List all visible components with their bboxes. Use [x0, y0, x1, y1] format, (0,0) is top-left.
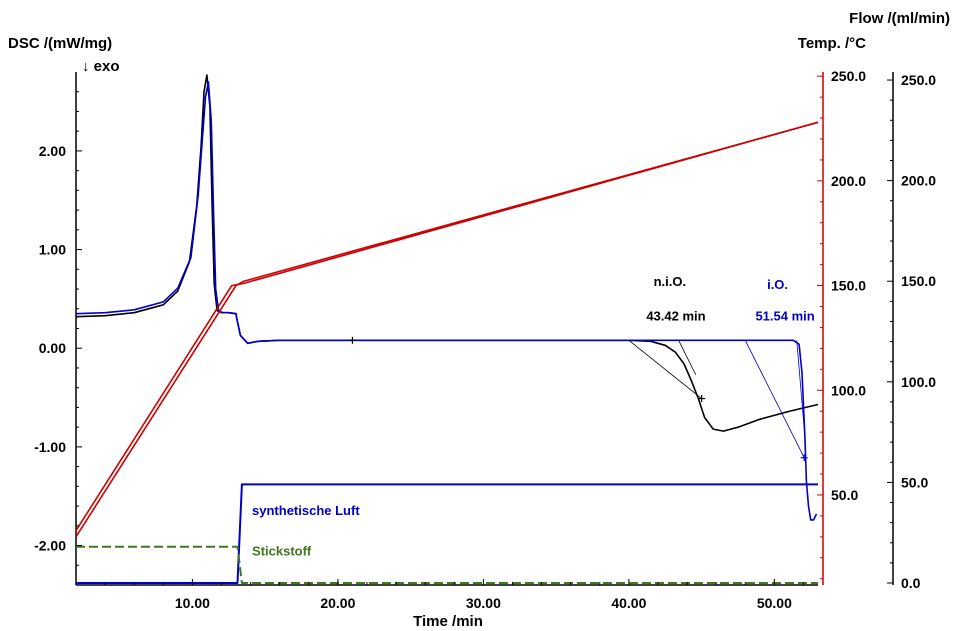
tick-layer: 10.00 20.00 30.00 40.00 50.00 2.00 1.00 0.00 -1.…: [34, 68, 936, 611]
temp-tick-label: 200.0: [831, 173, 866, 189]
series-temp-3: [75, 121, 819, 532]
x-tick-label: 40.00: [611, 595, 646, 611]
temp-axis-label: Temp. /°C: [798, 35, 866, 52]
dsc-tick-label: -2.00: [34, 538, 66, 554]
flow-axis-label: Flow /(ml/min): [849, 10, 950, 27]
stickstoff-label: Stickstoff: [252, 543, 312, 558]
flow-tick-label: 200.0: [901, 173, 936, 189]
series-stickstoff: [76, 545, 818, 584]
series-dsc-0: [75, 74, 819, 432]
temp-tick-label: 250.0: [831, 68, 866, 84]
plot-frame: [75, 72, 894, 586]
dsc-tick-label: 1.00: [39, 242, 66, 258]
onset-tangent: [744, 340, 805, 458]
series-dsc-1: [75, 81, 818, 521]
temp-tick-label: 100.0: [831, 382, 866, 398]
onset-marker: [698, 395, 706, 403]
onset-marker: [800, 454, 808, 462]
dsc-tick-label: 0.00: [39, 340, 66, 356]
series-layer: [75, 74, 819, 584]
onset-tangent: [678, 340, 697, 376]
x-axis-label: Time /min: [413, 613, 483, 630]
luft-label: synthetische Luft: [252, 503, 360, 518]
temp-tick-label: 150.0: [831, 278, 866, 294]
temp-tick-label: 50.0: [831, 487, 858, 503]
dsc-axis-label: DSC /(mW/mg): [8, 35, 112, 52]
onset-tangent: [628, 340, 702, 399]
flow-tick-label: 50.0: [901, 474, 928, 490]
x-tick-label: 20.00: [320, 595, 355, 611]
dsc-tick-label: -1.00: [34, 439, 66, 455]
nio-label: n.i.O.: [654, 274, 687, 289]
x-tick-label: 50.00: [757, 595, 792, 611]
flow-tick-label: 0.0: [901, 575, 921, 591]
dsc-tick-label: 2.00: [39, 143, 66, 159]
x-tick-label: 30.00: [466, 595, 501, 611]
io-label: i.O.: [767, 277, 788, 292]
series-synthetische-luft: [76, 483, 818, 584]
series-temp-2: [75, 121, 819, 538]
annotation-layer: n.i.O. 43.42 min i.O. 51.54 min synthetische…: [252, 274, 815, 558]
onset-marker: [348, 336, 356, 344]
x-tick-label: 10.00: [175, 595, 210, 611]
flow-tick-label: 250.0: [901, 72, 936, 88]
flow-tick-label: 100.0: [901, 374, 936, 390]
io-time: 51.54 min: [755, 309, 814, 324]
nio-time: 43.42 min: [646, 309, 705, 324]
onset-tangent: [796, 340, 806, 438]
exo-indicator: ↓ exo: [82, 58, 120, 75]
flow-tick-label: 150.0: [901, 273, 936, 289]
